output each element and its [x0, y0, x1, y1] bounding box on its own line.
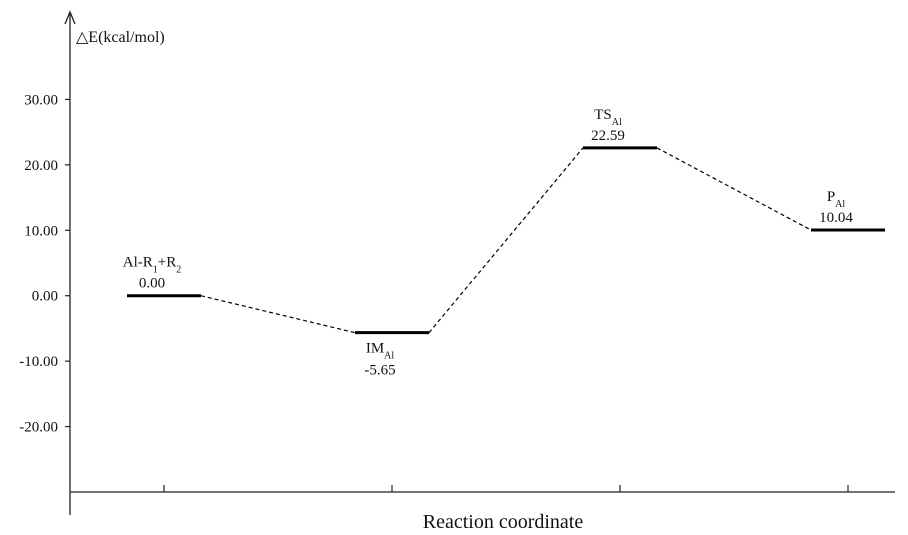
y-tick-label: 10.00	[24, 223, 58, 239]
state-label-part: P	[827, 189, 835, 205]
chart: △E(kcal/mol) Reaction coordinate -20.00 -…	[0, 0, 908, 535]
y-tick-label: 0.00	[32, 289, 58, 305]
y-axis-label: △E(kcal/mol)	[76, 29, 165, 46]
connector	[201, 296, 355, 333]
y-tick-label: 30.00	[24, 92, 58, 108]
state-label: IMAl	[366, 341, 395, 362]
x-axis-label: Reaction coordinate	[423, 511, 584, 533]
state-label-part: +R	[158, 255, 176, 271]
connector	[657, 148, 811, 230]
y-tick-label: 20.00	[24, 158, 58, 174]
value-label: 0.00	[139, 276, 165, 292]
value-label: 22.59	[591, 128, 625, 144]
state-label-part: Al-R	[123, 255, 153, 271]
y-tick-label: -10.00	[19, 354, 58, 370]
y-tick-label: -20.00	[19, 420, 58, 436]
state-label: TSAl	[594, 107, 622, 128]
value-label: -5.65	[364, 363, 395, 379]
state-label-part: Al	[612, 116, 622, 127]
state-label-part: IM	[366, 341, 384, 357]
state-label: Al-R1+R2	[123, 255, 181, 276]
state-label-part: TS	[594, 107, 612, 123]
state-label: PAl	[827, 189, 846, 210]
connector	[429, 148, 583, 333]
state-label-part: Al	[835, 199, 845, 210]
state-label-part: Al	[384, 350, 394, 361]
state-label-part: 2	[176, 264, 181, 275]
value-label: 10.04	[819, 210, 853, 226]
